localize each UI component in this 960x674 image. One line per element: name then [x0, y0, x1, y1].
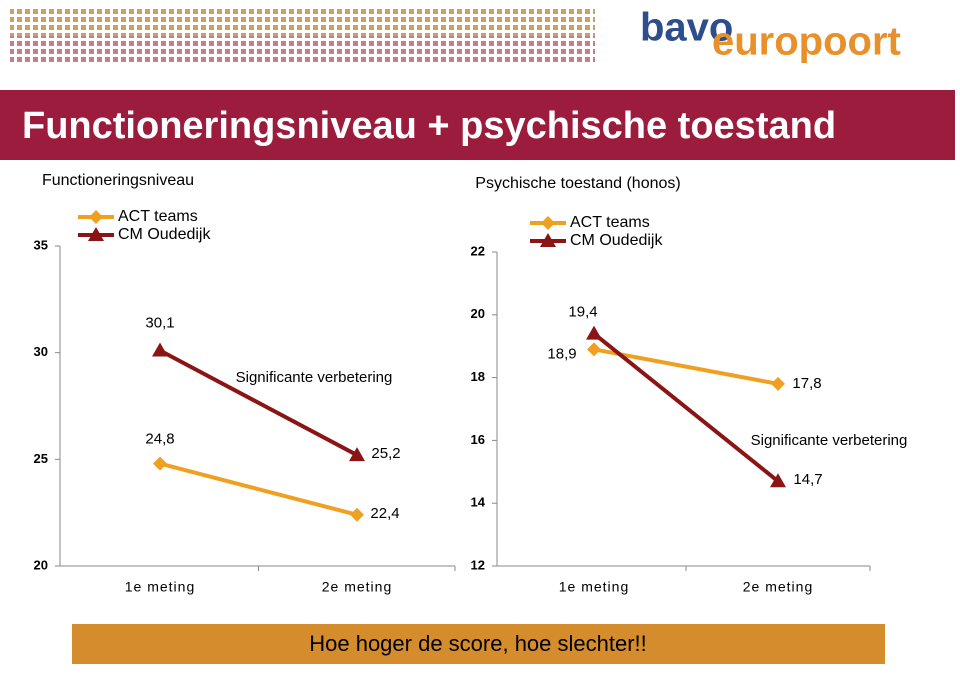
data-label: 24,8 [145, 431, 174, 448]
marker [771, 376, 785, 391]
y-tick-label: 25 [34, 451, 48, 466]
logo-text: europoort [712, 20, 901, 64]
legend-label: CM Oudedijk [118, 226, 211, 243]
footer-bar [72, 624, 885, 664]
logo-pattern [10, 36, 595, 62]
x-tick-label: 1e meting [125, 579, 195, 595]
legend-label: ACT teams [570, 214, 650, 231]
y-tick-label: 16 [471, 432, 485, 447]
legend-marker [541, 216, 555, 230]
footer-text: Hoe hoger de score, hoe slechter!! [309, 631, 647, 656]
legend-marker [89, 210, 103, 224]
slide-title: Functioneringsniveau + psychische toesta… [22, 105, 836, 147]
data-label: 14,7 [793, 471, 822, 488]
data-label: 22,4 [370, 505, 399, 522]
marker [586, 325, 602, 340]
x-tick-label: 1e meting [559, 579, 629, 595]
annotation: Significante verbetering [751, 432, 908, 449]
marker [587, 342, 601, 357]
marker [349, 447, 365, 462]
chart-title: Psychische toestand (honos) [475, 175, 680, 192]
data-label: 30,1 [145, 315, 174, 332]
y-tick-label: 20 [34, 557, 48, 572]
series-line [159, 348, 358, 457]
data-label: 17,8 [792, 375, 821, 392]
y-tick-label: 14 [471, 495, 486, 510]
data-label: 18,9 [547, 345, 576, 362]
legend-marker [540, 233, 556, 247]
legend-label: CM Oudedijk [570, 232, 663, 249]
y-tick-label: 18 [471, 369, 485, 384]
logo-pattern [10, 8, 595, 36]
data-label: 19,4 [568, 304, 597, 321]
legend-marker [88, 227, 104, 241]
series-line [593, 347, 779, 386]
x-tick-label: 2e meting [322, 579, 392, 595]
marker [152, 342, 168, 357]
marker [770, 473, 786, 488]
data-label: 25,2 [371, 445, 400, 462]
legend-label: ACT teams [118, 208, 198, 225]
series-line [159, 461, 358, 517]
marker [153, 456, 167, 471]
series-line [592, 332, 780, 483]
y-tick-label: 35 [34, 237, 48, 252]
y-tick-label: 22 [471, 243, 485, 258]
chart-title: Functioneringsniveau [42, 172, 194, 189]
annotation: Significante verbetering [236, 369, 393, 386]
logo-text: bavo [640, 6, 733, 50]
x-tick-label: 2e meting [743, 579, 813, 595]
y-tick-label: 12 [471, 557, 485, 572]
y-tick-label: 20 [471, 306, 485, 321]
title-bar [0, 90, 955, 160]
marker [350, 507, 364, 522]
y-tick-label: 30 [34, 344, 48, 359]
